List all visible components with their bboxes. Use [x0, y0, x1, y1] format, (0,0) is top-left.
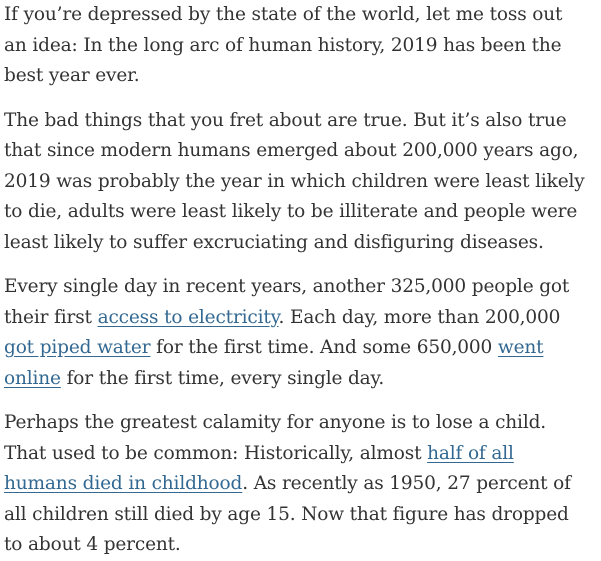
- link-went-online[interactable]: went online: [4, 337, 544, 389]
- paragraph-text: Every single day in recent years, anothe…: [4, 276, 570, 328]
- paragraph-text: for the first time. And some 650,000: [150, 337, 498, 358]
- paragraph-child-mortality: Perhaps the greatest calamity for anyone…: [4, 408, 589, 561]
- paragraph-bad-things: The bad things that you fret about are t…: [4, 106, 589, 259]
- link-access-to-electricity[interactable]: access to electricity: [97, 306, 279, 328]
- paragraph-daily-progress: Every single day in recent years, anothe…: [4, 272, 589, 394]
- paragraph-text: . Each day, more than 200,000: [278, 306, 561, 328]
- paragraph-text: for the first time, every single day.: [60, 367, 385, 389]
- link-got-piped-water[interactable]: got piped water: [4, 337, 151, 358]
- paragraph-text: Perhaps the greatest calamity for anyone…: [4, 412, 547, 464]
- link-half-of-humans-died-in-childhood[interactable]: half of all humans died in childhood: [4, 442, 514, 495]
- paragraph-intro: If you’re depressed by the state of the …: [4, 0, 589, 92]
- paragraph-text: The bad things that you fret about are t…: [4, 109, 585, 253]
- paragraph-text: If you’re depressed by the state of the …: [4, 4, 563, 86]
